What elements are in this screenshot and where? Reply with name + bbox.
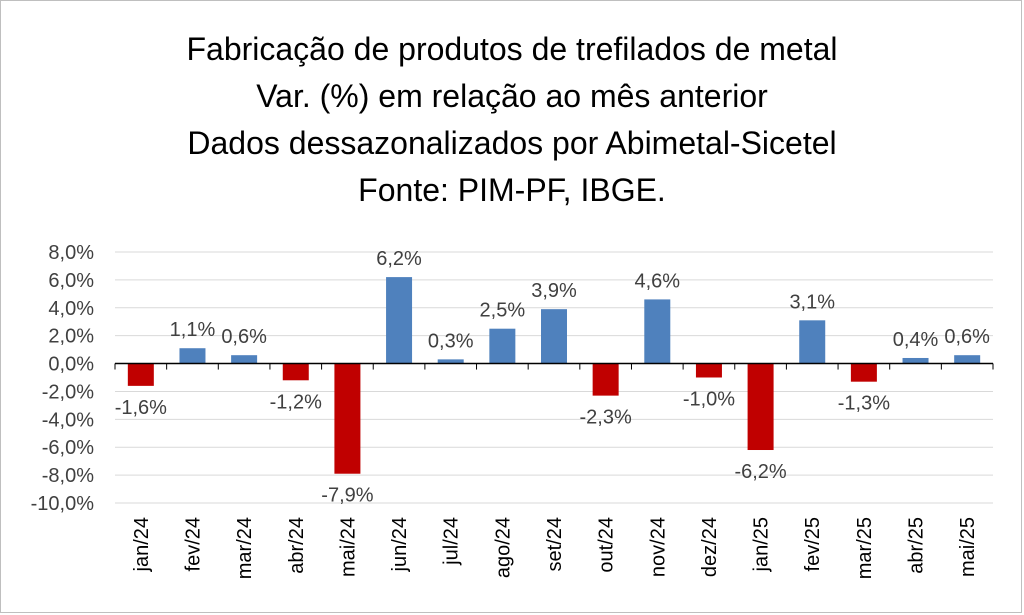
data-label: -1,6% [115,397,167,419]
y-tick-label: 4,0% [48,298,94,320]
data-label: -7,9% [321,485,373,507]
bar-abr-24 [282,363,309,381]
title-line-1: Fabricação de produtos de trefilados de … [186,31,838,67]
data-label: -1,2% [270,391,322,413]
data-label: 1,1% [170,319,216,341]
bar-mar-24 [231,355,258,364]
zero-axis [114,362,994,370]
x-tick-label: jul/24 [441,517,463,566]
data-label: -6,2% [734,461,786,483]
x-tick-label: jun/24 [389,517,411,573]
data-label: 0,6% [944,326,990,348]
bar-jun-24 [386,277,413,364]
title-line-2: Var. (%) em relação ao mês anterior [256,78,768,114]
y-axis-labels: 8,0% 6,0% 4,0% 2,0% 0,0% -2,0% -4,0% -6,0% -8,0%… [31,242,95,515]
x-tick-label: jan/24 [131,517,153,573]
title-line-4: Fonte: PIM-PF, IBGE. [358,172,666,208]
y-tick-label: -10,0% [31,493,95,515]
bar-out-24 [592,363,619,396]
chart-title: Fabricação de produtos de trefilados de … [0,26,1024,214]
y-tick-label: -4,0% [42,409,94,431]
data-label: 0,3% [428,330,474,352]
bar-nov-24 [644,299,671,364]
y-tick-label: 8,0% [48,242,94,264]
data-label: -2,3% [580,407,632,429]
data-labels: -1,6%1,1% 0,6%-1,2%-7,9%6,2%0,3%2,5%3,9%-… [115,248,990,507]
bar-dez-24 [695,363,722,378]
x-tick-label: fev/25 [802,517,824,571]
data-label: 2,5% [480,300,526,322]
data-label: -1,3% [838,393,890,415]
y-tick-label: 2,0% [48,326,94,348]
x-tick-label: ago/24 [492,517,514,578]
x-tick-label: abr/25 [906,517,928,574]
x-tick-label: mar/24 [234,517,256,579]
x-tick-label: fev/24 [182,517,204,571]
data-label: 3,1% [789,291,835,313]
bar-mai-24 [334,363,361,474]
x-tick-label: out/24 [596,517,618,573]
data-label: 3,9% [531,280,577,302]
data-label: 0,4% [893,329,939,351]
gridlines [115,251,993,504]
x-tick-label: abr/24 [286,517,308,574]
x-tick-label: nov/24 [647,517,669,577]
bars [127,277,981,474]
data-label: 6,2% [376,248,422,270]
data-label: -1,0% [683,389,735,411]
x-tick-label: mai/25 [957,517,979,577]
x-axis-labels: jan/24 fev/24 mar/24 abr/24 mai/24 jun/24 jul/… [131,517,979,579]
x-tick-label: mai/24 [337,517,359,577]
bar-abr-25 [902,357,929,364]
bar-jan-24 [127,363,154,386]
data-label: 0,6% [221,326,267,348]
bar-fev-24 [179,348,206,364]
y-tick-label: -2,0% [42,381,94,403]
x-tick-label: dez/24 [699,517,721,577]
bar-ago-24 [489,328,516,364]
bar-mar-25 [850,363,877,382]
bar-fev-25 [799,320,826,364]
y-tick-label: -6,0% [42,437,94,459]
y-tick-label: 6,0% [48,270,94,292]
bar-jul-24 [437,359,464,364]
data-label: 4,6% [634,270,680,292]
y-tick-label: -8,0% [42,465,94,487]
bar-mai-25 [954,355,981,364]
bar-jan-25 [747,363,774,451]
x-tick-label: set/24 [544,517,566,571]
x-tick-label: mar/25 [854,517,876,579]
x-tick-label: jan/25 [751,517,773,573]
bar-set-24 [541,309,567,364]
y-tick-label: 0,0% [48,354,94,376]
title-line-3: Dados dessazonalizados por Abimetal-Sice… [187,125,837,161]
